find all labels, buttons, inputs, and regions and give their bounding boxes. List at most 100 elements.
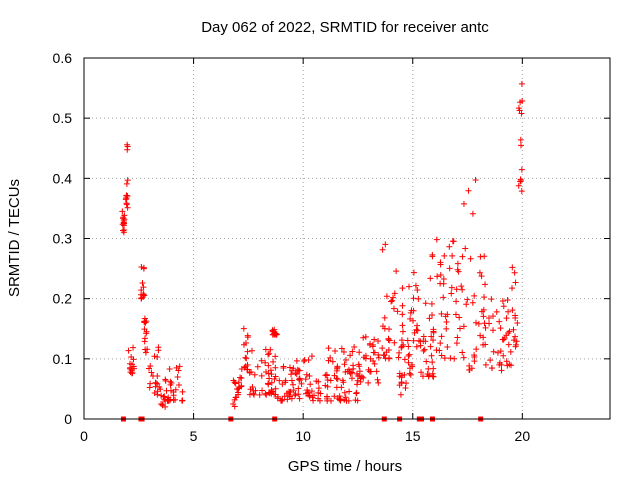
data-point	[276, 377, 283, 384]
data-point	[292, 370, 299, 377]
data-point	[490, 348, 497, 355]
data-point	[514, 319, 521, 326]
data-point	[150, 373, 157, 380]
data-point	[452, 311, 459, 318]
data-point	[281, 393, 288, 400]
data-point	[258, 357, 265, 364]
data-point	[146, 384, 153, 391]
data-point	[499, 336, 506, 343]
data-point	[428, 300, 435, 307]
data-point	[443, 325, 450, 332]
data-point	[265, 370, 272, 377]
data-point	[466, 366, 473, 373]
data-point	[410, 337, 417, 344]
data-point	[437, 271, 444, 278]
data-point	[232, 380, 239, 387]
data-point	[130, 344, 137, 351]
x-tick-label: 20	[515, 428, 531, 444]
data-point	[503, 358, 510, 365]
data-point	[280, 363, 287, 370]
data-point	[510, 326, 517, 333]
data-point	[286, 389, 293, 396]
data-point	[342, 369, 349, 376]
data-point	[298, 380, 305, 387]
data-point	[282, 377, 289, 384]
data-point	[518, 80, 525, 87]
data-point	[453, 298, 460, 305]
data-point	[121, 216, 128, 223]
data-point	[405, 353, 412, 360]
data-point	[265, 351, 272, 358]
data-point	[262, 390, 269, 397]
data-point	[410, 269, 417, 276]
data-point	[347, 352, 354, 359]
data-point	[356, 349, 363, 356]
data-point	[404, 337, 411, 344]
data-point	[124, 146, 131, 153]
data-point	[301, 356, 308, 363]
data-point	[162, 377, 169, 384]
data-point	[308, 353, 315, 360]
data-point	[241, 364, 248, 371]
data-point	[379, 345, 386, 352]
data-point	[519, 97, 526, 104]
data-point	[429, 359, 436, 366]
data-point	[406, 283, 413, 290]
data-point	[256, 391, 263, 398]
data-point	[427, 275, 434, 282]
data-point	[176, 363, 183, 370]
data-point	[446, 265, 453, 272]
data-point	[166, 366, 173, 373]
data-point	[481, 253, 488, 260]
data-point	[428, 352, 435, 359]
data-point	[290, 381, 297, 388]
data-point	[385, 335, 392, 342]
data-point	[480, 313, 487, 320]
data-point	[482, 281, 489, 288]
data-point	[503, 315, 510, 322]
data-point	[379, 246, 386, 253]
data-point	[158, 400, 165, 407]
x-axis-label: GPS time / hours	[288, 458, 402, 475]
data-point	[507, 348, 514, 355]
data-point	[429, 312, 436, 319]
data-point	[513, 341, 520, 348]
data-point	[288, 395, 295, 402]
data-point	[428, 333, 435, 340]
data-point	[422, 300, 429, 307]
data-point	[272, 364, 279, 371]
data-point	[451, 355, 458, 362]
data-point	[334, 376, 341, 383]
data-point	[420, 347, 427, 354]
data-point	[453, 286, 460, 293]
data-point	[446, 243, 453, 250]
data-point	[348, 369, 355, 376]
data-point	[154, 354, 161, 361]
y-tick-label: 0.6	[53, 50, 73, 66]
data-point	[122, 196, 129, 203]
data-point	[340, 349, 347, 356]
y-tick-label: 0.3	[53, 231, 73, 247]
data-point	[162, 403, 169, 410]
data-point	[352, 397, 359, 404]
data-point	[493, 308, 500, 315]
data-point	[478, 273, 485, 280]
data-point	[290, 365, 297, 372]
data-point	[334, 365, 341, 372]
data-point	[460, 323, 467, 330]
data-point	[244, 366, 251, 373]
data-point	[415, 295, 422, 302]
data-point	[420, 333, 427, 340]
data-point	[517, 136, 524, 143]
data-point	[482, 341, 489, 348]
data-point	[303, 371, 310, 378]
data-point	[238, 365, 245, 372]
axis-ticks: 0 5 10 15 20 0 0.1 0.2 0.3 0.4 0.5 0.6	[53, 50, 610, 444]
data-point	[143, 328, 150, 335]
data-point	[268, 389, 275, 396]
data-point	[341, 361, 348, 368]
data-point	[329, 358, 336, 365]
data-point	[345, 366, 352, 373]
data-point	[419, 373, 426, 380]
data-point	[362, 333, 369, 340]
